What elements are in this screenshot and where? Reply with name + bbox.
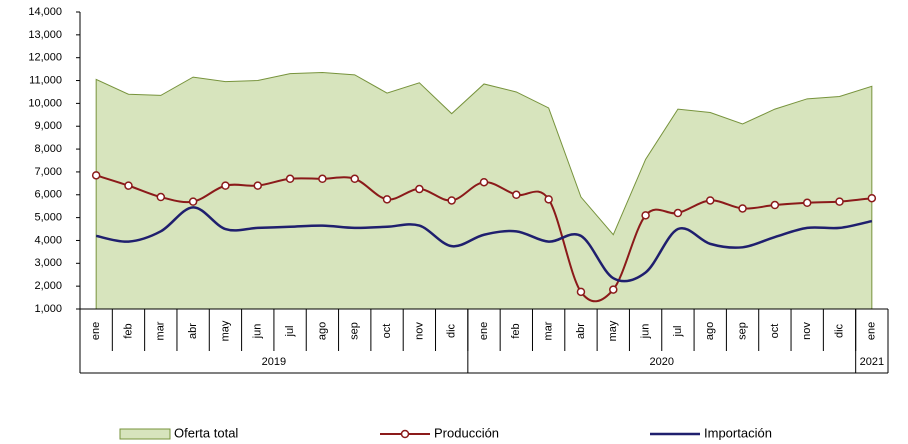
x-tick-label: nov bbox=[801, 322, 813, 340]
legend-label: Importación bbox=[704, 425, 772, 440]
x-tick-label: ene bbox=[866, 322, 878, 340]
x-tick-label: may bbox=[219, 320, 231, 341]
y-tick-label: 14,000 bbox=[28, 6, 62, 18]
x-tick-label: ago bbox=[316, 322, 328, 340]
x-tick-label: oct bbox=[769, 324, 781, 339]
x-tick-label: mar bbox=[543, 321, 555, 340]
x-tick-label: ago bbox=[704, 322, 716, 340]
y-tick-label: 9,000 bbox=[34, 120, 62, 132]
plot-area: 1,000 2,000 3,000 4,000 5,000 6,000 7,000 8,000… bbox=[28, 6, 889, 374]
x-tick-label: sep bbox=[349, 322, 361, 340]
y-tick-label: 10,000 bbox=[28, 97, 62, 109]
area bbox=[95, 72, 873, 310]
x-tick-label: jul bbox=[284, 325, 296, 337]
y-tick-label: 6,000 bbox=[34, 189, 62, 201]
x-tick-label: mar bbox=[155, 321, 167, 340]
marker bbox=[738, 204, 747, 213]
legend-marker bbox=[400, 429, 410, 439]
x-tick-label: sep bbox=[736, 322, 748, 340]
marker bbox=[415, 184, 424, 194]
marker bbox=[673, 208, 683, 218]
marker bbox=[447, 196, 456, 205]
x-tick-label: may bbox=[607, 320, 619, 341]
x-tick-label: feb bbox=[510, 323, 522, 338]
legend-label: Producción bbox=[434, 425, 499, 440]
marker bbox=[512, 190, 521, 200]
y-tick-label: 7,000 bbox=[34, 166, 62, 178]
x-tick-label: dic bbox=[446, 323, 458, 338]
x-tick-label: abr bbox=[575, 323, 587, 339]
y-tick-label: 5,000 bbox=[34, 212, 62, 224]
marker bbox=[124, 181, 133, 190]
y-tick-label: 8,000 bbox=[34, 143, 62, 155]
marker bbox=[318, 174, 327, 184]
marker bbox=[479, 177, 489, 187]
marker bbox=[705, 196, 715, 205]
x-tick-label: nov bbox=[413, 322, 425, 340]
legend-label: Oferta total bbox=[174, 425, 238, 440]
x-tick-label: ene bbox=[478, 322, 490, 340]
y-tick-label: 12,000 bbox=[28, 52, 62, 64]
marker bbox=[835, 197, 844, 206]
y-tick-label: 1,000 bbox=[34, 303, 62, 315]
marker bbox=[609, 285, 618, 294]
marker bbox=[770, 200, 780, 210]
x-tick-label: jun bbox=[640, 324, 652, 340]
y-tick-label: 4,000 bbox=[34, 234, 62, 246]
marker bbox=[867, 193, 877, 203]
marker bbox=[382, 195, 392, 204]
y-tick-label: 2,000 bbox=[34, 280, 62, 292]
y-tick-label: 3,000 bbox=[34, 257, 62, 269]
group-label: 2021 bbox=[860, 356, 884, 368]
marker bbox=[91, 171, 101, 180]
marker bbox=[641, 211, 650, 220]
marker bbox=[156, 192, 166, 202]
x-tick-label: jun bbox=[252, 324, 264, 340]
marker bbox=[285, 174, 295, 184]
legend-swatch bbox=[119, 428, 171, 440]
group-label: 2019 bbox=[262, 356, 286, 368]
marker bbox=[253, 181, 263, 190]
line bbox=[95, 206, 873, 283]
x-tick-label: feb bbox=[122, 323, 134, 338]
marker bbox=[350, 174, 359, 184]
group-label: 2020 bbox=[650, 356, 674, 368]
legend: Oferta total Producción Importación bbox=[119, 425, 772, 440]
x-tick-label: dic bbox=[833, 323, 845, 338]
x-tick-label: oct bbox=[381, 324, 393, 339]
x-tick-label: jul bbox=[672, 325, 684, 337]
x-tick-label: abr bbox=[187, 323, 199, 339]
marker bbox=[576, 287, 586, 297]
y-tick-label: 13,000 bbox=[28, 29, 62, 41]
y-tick-label: 11,000 bbox=[29, 74, 62, 86]
marker bbox=[221, 181, 230, 190]
marker bbox=[544, 195, 553, 204]
marker bbox=[188, 197, 198, 206]
marker bbox=[802, 198, 812, 208]
x-tick-label: ene bbox=[90, 322, 102, 340]
